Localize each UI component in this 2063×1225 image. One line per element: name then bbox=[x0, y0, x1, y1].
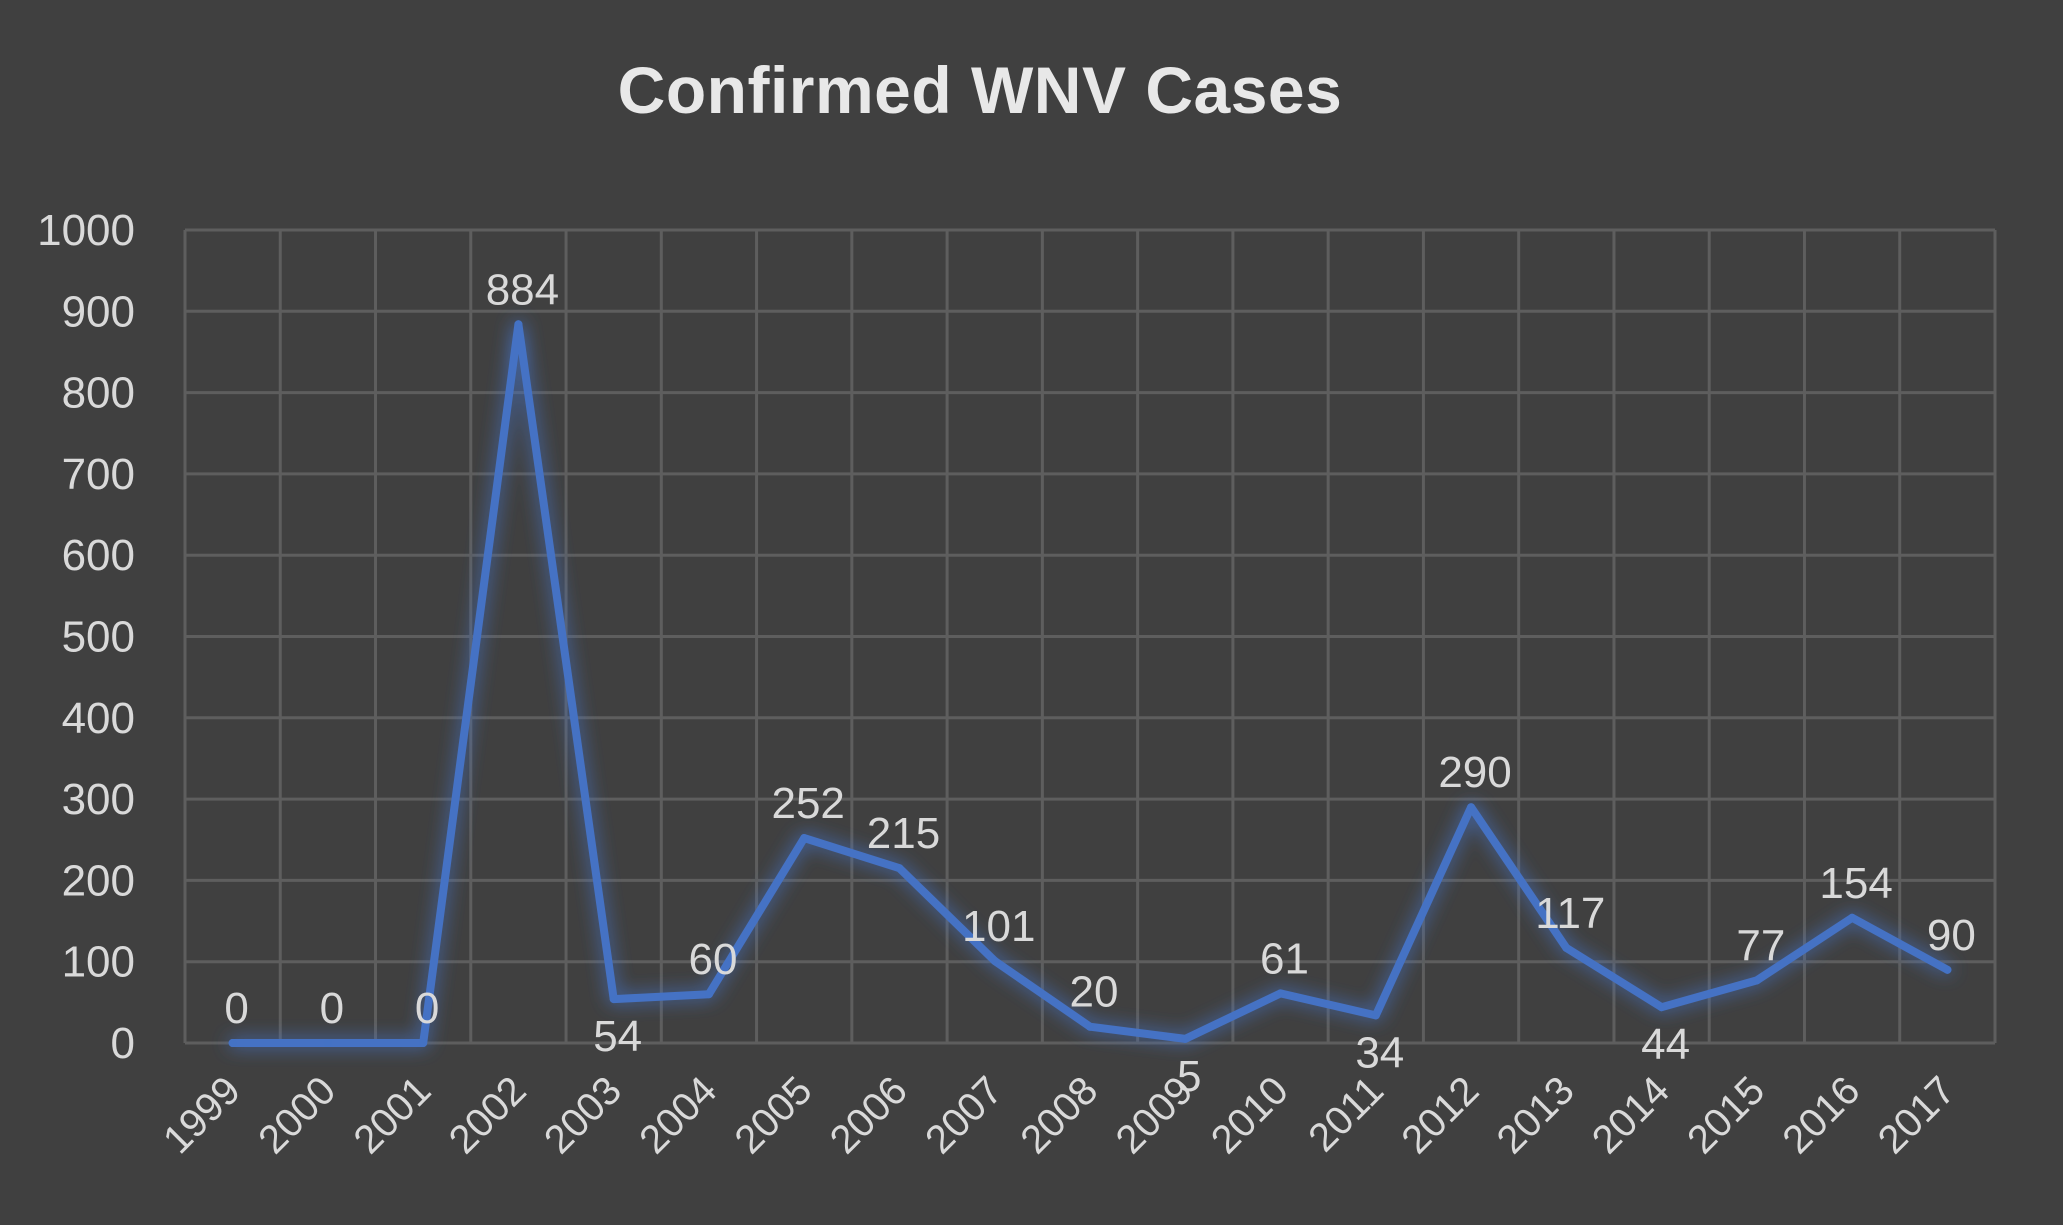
data-point bbox=[419, 1039, 428, 1047]
x-tick-label: 2003 bbox=[536, 1068, 630, 1162]
data-label: 252 bbox=[771, 779, 844, 828]
x-tick-label: 2000 bbox=[250, 1068, 344, 1162]
data-label: 0 bbox=[224, 984, 248, 1033]
data-point bbox=[609, 995, 618, 1004]
data-point bbox=[704, 990, 713, 999]
data-label: 154 bbox=[1819, 859, 1892, 908]
data-point bbox=[1562, 943, 1571, 952]
x-tick-label: 2013 bbox=[1489, 1068, 1583, 1162]
series-cases bbox=[228, 320, 1952, 1047]
data-point bbox=[1371, 1011, 1380, 1020]
data-label: 34 bbox=[1355, 1028, 1404, 1077]
x-tick-label: 1999 bbox=[155, 1068, 249, 1162]
y-tick-label: 700 bbox=[62, 450, 135, 499]
data-point bbox=[514, 320, 523, 329]
data-point bbox=[1752, 976, 1761, 985]
grid bbox=[183, 228, 1997, 1045]
data-point bbox=[895, 864, 904, 873]
x-tick-label: 2008 bbox=[1012, 1068, 1106, 1162]
x-tick-label: 2004 bbox=[631, 1068, 725, 1162]
y-tick-label: 600 bbox=[62, 531, 135, 580]
y-tick-label: 300 bbox=[62, 775, 135, 824]
x-tick-label: 2015 bbox=[1679, 1068, 1773, 1162]
x-tick-label: 2011 bbox=[1300, 1068, 1392, 1160]
data-label: 290 bbox=[1438, 748, 1511, 797]
y-tick-label: 1000 bbox=[37, 206, 135, 255]
y-tick-label: 900 bbox=[62, 287, 135, 336]
x-tick-label: 2014 bbox=[1584, 1068, 1678, 1162]
data-label: 884 bbox=[486, 265, 559, 314]
data-label: 77 bbox=[1736, 921, 1785, 970]
x-tick-label: 2002 bbox=[441, 1068, 535, 1162]
data-point bbox=[1848, 913, 1857, 922]
data-point bbox=[1467, 803, 1476, 812]
data-label: 0 bbox=[415, 984, 439, 1033]
y-tick-label: 500 bbox=[62, 613, 135, 662]
data-point bbox=[990, 956, 999, 965]
x-tick-label: 2017 bbox=[1870, 1068, 1964, 1162]
data-label: 0 bbox=[320, 984, 344, 1033]
data-point bbox=[1657, 1003, 1666, 1012]
data-labels: 0 0 0 884 54 60 252 215 101 20 5 61 34 290 117 44 77 154 9… bbox=[224, 265, 1975, 1101]
y-tick-label: 800 bbox=[62, 369, 135, 418]
data-label: 215 bbox=[867, 809, 940, 858]
x-tick-label: 2012 bbox=[1393, 1068, 1487, 1162]
data-point bbox=[1276, 989, 1285, 998]
data-point bbox=[1086, 1022, 1094, 1031]
y-tick-label: 100 bbox=[62, 938, 135, 987]
x-tick-label: 2016 bbox=[1774, 1068, 1868, 1162]
chart-title: Confirmed WNV Cases bbox=[617, 53, 1343, 127]
data-label: 117 bbox=[1535, 889, 1605, 938]
y-axis-ticks: 0 100 200 300 400 500 600 700 800 900 1000 bbox=[37, 206, 135, 1068]
x-tick-label: 2007 bbox=[917, 1068, 1011, 1162]
y-tick-label: 0 bbox=[111, 1019, 135, 1068]
data-point bbox=[1181, 1034, 1190, 1043]
x-tick-label: 2005 bbox=[727, 1068, 821, 1162]
data-label: 60 bbox=[688, 935, 737, 984]
data-point bbox=[800, 834, 809, 843]
data-label: 54 bbox=[593, 1012, 642, 1061]
x-tick-label: 2010 bbox=[1203, 1068, 1297, 1162]
series-line bbox=[228, 320, 1952, 1047]
x-axis-ticks: 1999 2000 2001 2002 2003 2004 2005 2006 2007 2008… bbox=[155, 1068, 1964, 1162]
y-tick-label: 200 bbox=[62, 856, 135, 905]
data-point bbox=[1943, 965, 1952, 974]
data-label: 44 bbox=[1641, 1020, 1690, 1069]
data-label: 101 bbox=[962, 902, 1035, 951]
data-point bbox=[323, 1039, 332, 1047]
data-label: 90 bbox=[1927, 911, 1976, 960]
data-point bbox=[228, 1039, 237, 1047]
data-label: 20 bbox=[1070, 968, 1119, 1017]
data-label: 5 bbox=[1177, 1052, 1201, 1101]
data-label: 61 bbox=[1260, 934, 1309, 983]
x-tick-label: 2001 bbox=[345, 1068, 439, 1162]
x-tick-label: 2006 bbox=[822, 1068, 916, 1162]
y-tick-label: 400 bbox=[62, 694, 135, 743]
